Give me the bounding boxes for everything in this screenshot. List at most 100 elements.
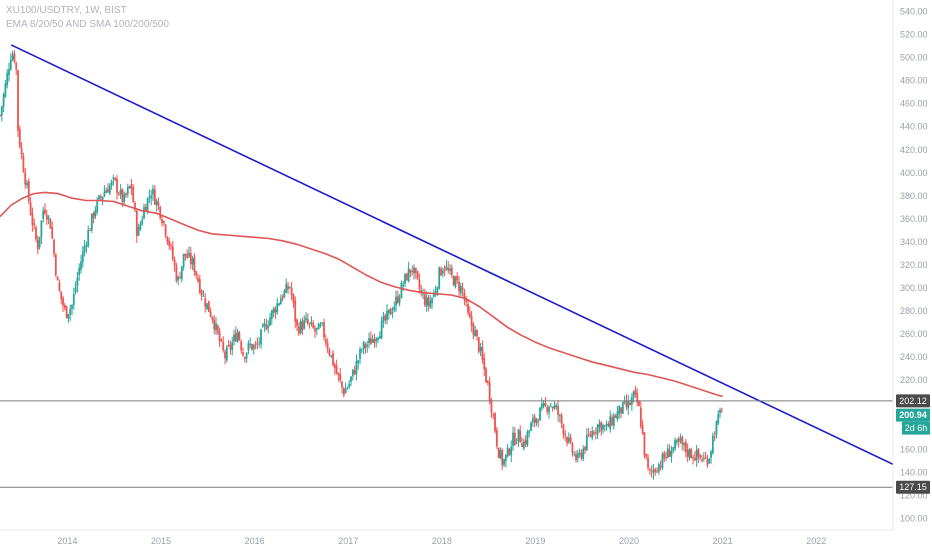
candle-body <box>211 316 214 321</box>
candle-body <box>179 277 181 279</box>
price-tick-label: 520.00 <box>900 30 928 40</box>
candle-body <box>413 267 415 274</box>
candle-body <box>621 401 624 414</box>
price-axis[interactable]: 100.00120.00140.00160.00180.00220.00240.… <box>900 7 928 524</box>
candle-body <box>605 423 608 426</box>
time-axis[interactable]: 2014 2015 2016 2017 2018 2019 2020 2021 2022 <box>57 536 826 546</box>
candle-body <box>2 94 5 107</box>
candle-body <box>74 287 77 292</box>
candle-body <box>346 388 349 389</box>
chart-legend[interactable]: XU100/USDTRY, 1W, BIST EMA 8/20/50 AND S… <box>6 4 169 32</box>
candle-body <box>686 449 689 457</box>
candle-body <box>679 438 682 441</box>
candle-body <box>85 244 88 247</box>
moving-average-line <box>0 191 723 398</box>
candle-body <box>400 283 403 298</box>
price-tick-label: 540.00 <box>900 7 928 17</box>
price-tick-label: 160.00 <box>900 444 928 454</box>
candle-body <box>530 422 532 431</box>
descending-trendline[interactable] <box>10 44 894 466</box>
candle-body <box>648 468 651 470</box>
candle-body <box>387 309 390 314</box>
candle-body <box>132 187 135 203</box>
candle-body <box>29 202 32 215</box>
candle-body <box>472 324 475 335</box>
candle-body <box>4 83 7 97</box>
candle-body <box>701 459 703 462</box>
candle-body <box>378 335 381 339</box>
candle-body <box>119 189 122 195</box>
candle-body <box>45 214 48 221</box>
candle-body <box>580 452 583 458</box>
candle-body <box>463 292 466 301</box>
candle-body <box>393 306 396 311</box>
candle-body <box>272 308 275 313</box>
candle-body <box>117 193 120 195</box>
candle-body <box>202 296 205 297</box>
candle-body <box>443 269 446 271</box>
candle-body <box>607 424 610 427</box>
candle-body <box>715 421 718 436</box>
candle-body <box>110 181 113 186</box>
candle-body <box>319 325 322 326</box>
candle-body <box>170 245 172 247</box>
candle-body <box>290 287 293 295</box>
candle-body <box>447 267 450 271</box>
candle-body <box>294 300 297 322</box>
candle-body <box>139 224 142 229</box>
candle-body <box>252 345 255 350</box>
candle-body <box>596 424 599 435</box>
candle-body <box>287 285 289 290</box>
candle-body <box>566 436 568 444</box>
candle-body <box>517 429 520 442</box>
resistance-value: 202.12 <box>899 396 927 406</box>
time-tick-label: 2019 <box>525 536 545 546</box>
candle-body <box>535 418 538 424</box>
candle-body <box>159 206 162 218</box>
candle-body <box>297 326 300 334</box>
candle-body <box>321 322 324 324</box>
candle-body <box>324 339 327 344</box>
candle-body <box>126 187 129 195</box>
candle-body <box>533 416 536 423</box>
candle-body <box>405 273 408 281</box>
candle-body <box>551 407 554 409</box>
price-tick-label: 460.00 <box>900 99 928 109</box>
candle-body <box>713 436 716 438</box>
candle-body <box>337 372 340 376</box>
candle-body <box>90 213 93 231</box>
candle-body <box>526 431 529 445</box>
candle-body <box>695 450 698 461</box>
candle-body <box>141 219 144 225</box>
candle-body <box>175 265 178 282</box>
candle-body <box>288 287 291 288</box>
candle-body <box>130 184 133 189</box>
candle-body <box>513 432 516 445</box>
candle-body <box>107 189 109 193</box>
candle-body <box>65 306 68 318</box>
candle-body <box>641 424 644 434</box>
candle-body <box>702 457 705 459</box>
candle-body <box>56 276 59 281</box>
candle-body <box>483 357 486 370</box>
candle-body <box>395 296 397 306</box>
candle-body <box>652 470 655 473</box>
candle-body <box>688 448 691 458</box>
candle-body <box>42 210 45 220</box>
candle-body <box>699 455 702 458</box>
candle-body <box>494 413 496 432</box>
candle-body <box>267 325 270 328</box>
candle-body <box>548 406 550 413</box>
candle-body <box>220 339 223 341</box>
candle-body <box>692 457 694 459</box>
candle-body <box>558 414 561 416</box>
candle-body <box>567 437 570 443</box>
candle-body <box>711 435 714 454</box>
candle-body <box>152 188 154 195</box>
candle-body <box>261 324 264 328</box>
candle-body <box>54 254 57 276</box>
candle-body <box>618 405 621 414</box>
candle-body <box>627 401 630 409</box>
candle-body <box>92 212 95 219</box>
